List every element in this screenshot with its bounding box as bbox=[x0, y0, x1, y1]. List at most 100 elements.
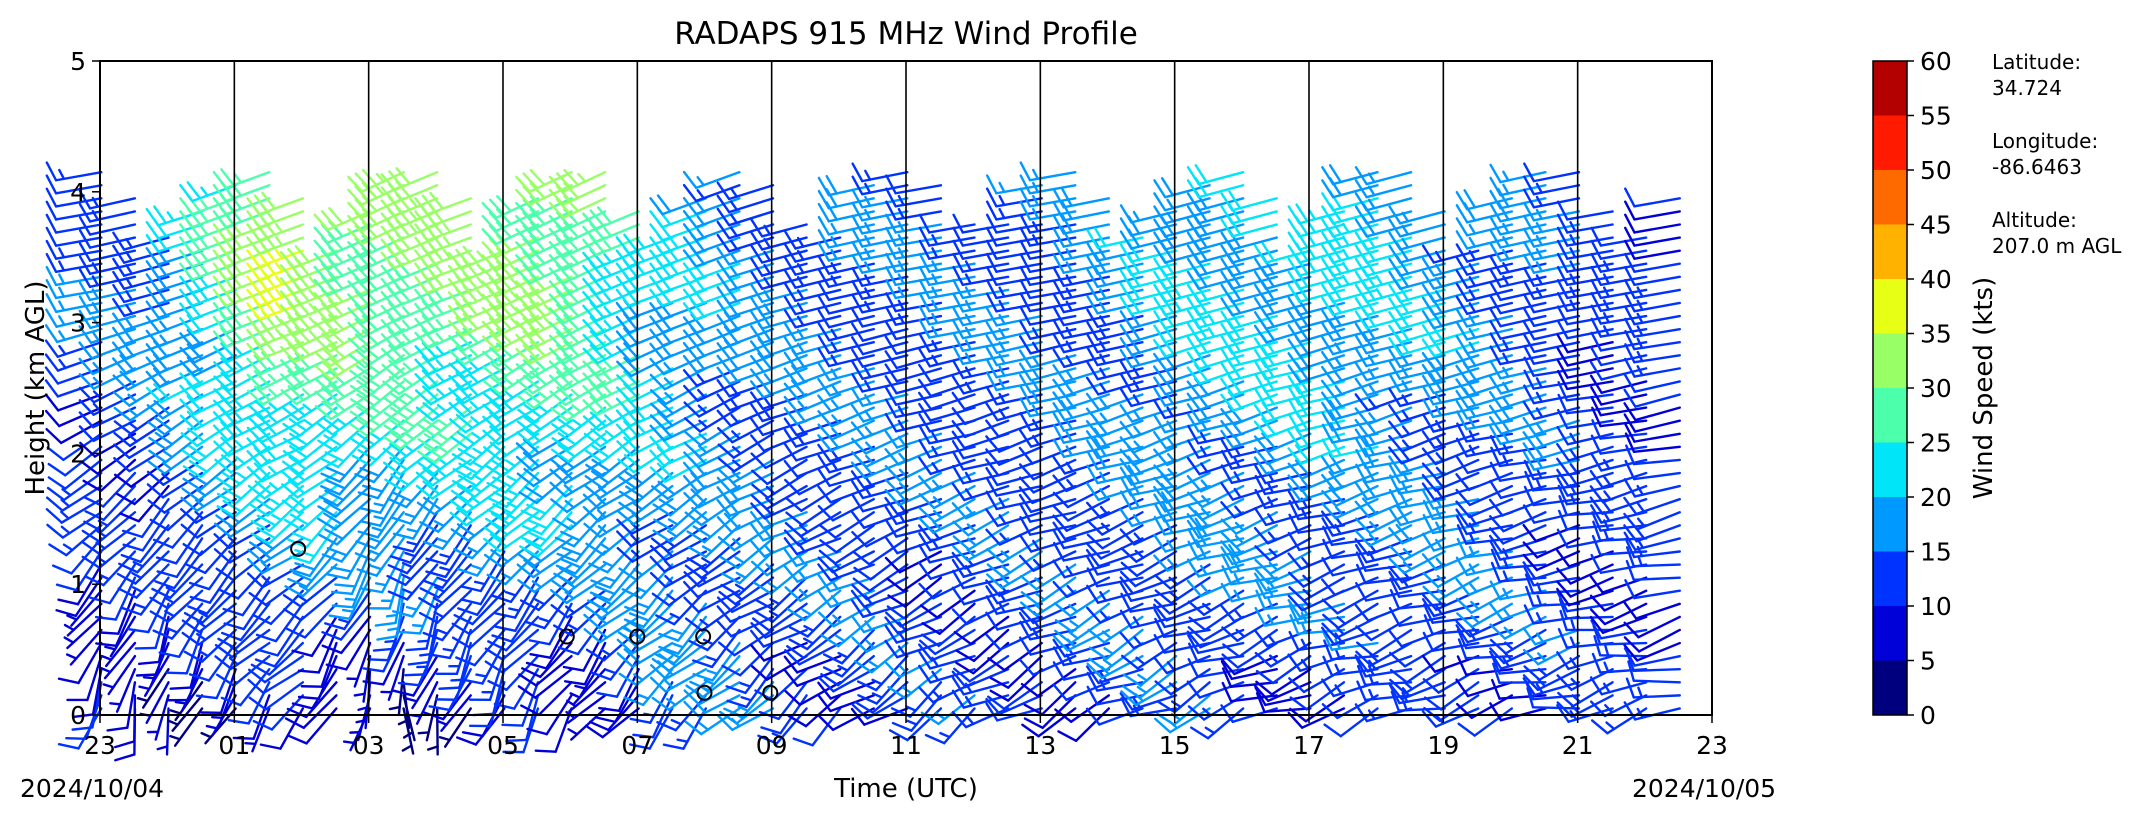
barb-shaft bbox=[134, 695, 135, 741]
barb-half bbox=[388, 628, 398, 630]
barb-half bbox=[798, 555, 804, 563]
barb-half bbox=[235, 319, 241, 327]
barb-shaft bbox=[1371, 617, 1411, 640]
barb-full bbox=[496, 627, 515, 631]
barb-half bbox=[505, 379, 513, 385]
barb-half bbox=[439, 447, 447, 453]
barb-half bbox=[672, 240, 678, 248]
barb-half bbox=[271, 500, 279, 505]
barb-full bbox=[1162, 178, 1173, 195]
barb-full bbox=[323, 646, 342, 653]
barb-half bbox=[605, 307, 611, 315]
barb-half bbox=[933, 463, 939, 471]
barb-half bbox=[1235, 426, 1241, 434]
barb-half bbox=[605, 268, 611, 276]
barb-half bbox=[473, 449, 482, 454]
barb-half bbox=[437, 721, 446, 725]
barb-full bbox=[291, 557, 310, 563]
barb-half bbox=[418, 641, 428, 642]
barb-full bbox=[693, 660, 712, 666]
barb-half bbox=[731, 254, 737, 262]
barb-half bbox=[1101, 414, 1107, 422]
barb-half bbox=[201, 292, 207, 300]
barb-full bbox=[1458, 657, 1466, 675]
barb-full bbox=[530, 640, 550, 644]
barb-full bbox=[664, 745, 684, 749]
chart-title: RADAPS 915 MHz Wind Profile bbox=[674, 16, 1138, 52]
barb-half bbox=[899, 454, 905, 462]
barb-half bbox=[731, 361, 737, 369]
barb-half bbox=[144, 677, 154, 678]
barb-half bbox=[1369, 436, 1374, 444]
barb-full bbox=[463, 732, 483, 736]
barb-full bbox=[463, 680, 483, 684]
barb-half bbox=[1134, 344, 1139, 352]
barb-half bbox=[403, 746, 412, 751]
barb-half bbox=[129, 410, 137, 416]
barb-full bbox=[718, 395, 730, 411]
barb-half bbox=[708, 671, 717, 674]
barb-half bbox=[1310, 237, 1315, 245]
barb-half bbox=[1436, 437, 1442, 445]
barb-full bbox=[1188, 581, 1201, 596]
barb-half bbox=[1168, 384, 1174, 392]
barb-half bbox=[160, 322, 166, 330]
barb-half bbox=[276, 224, 282, 232]
barb-half bbox=[799, 571, 805, 579]
barb-half bbox=[903, 688, 911, 694]
barb-shaft bbox=[974, 630, 1008, 661]
barb-half bbox=[413, 625, 423, 626]
barb-half bbox=[769, 583, 777, 588]
barb-half bbox=[605, 241, 611, 249]
barb-full bbox=[229, 720, 249, 723]
barb-shaft bbox=[535, 669, 571, 697]
barb-half bbox=[865, 411, 871, 419]
barb-full bbox=[332, 567, 352, 571]
barb-half bbox=[698, 375, 704, 383]
barb-full bbox=[293, 533, 311, 541]
barb-half bbox=[169, 721, 178, 725]
barb-shaft bbox=[539, 682, 572, 715]
barb-half bbox=[1377, 276, 1382, 284]
barb-full bbox=[684, 185, 696, 201]
barb-half bbox=[571, 269, 578, 276]
barb-full bbox=[98, 632, 118, 633]
barb-half bbox=[664, 349, 670, 357]
barb-half bbox=[1343, 250, 1348, 258]
barb-full bbox=[115, 741, 134, 747]
barb-half bbox=[698, 190, 704, 198]
barb-shaft bbox=[526, 695, 538, 740]
barb-full bbox=[440, 688, 460, 689]
barb-half bbox=[63, 489, 71, 495]
barb-full bbox=[335, 585, 355, 587]
barb-half bbox=[201, 240, 207, 248]
barb-half bbox=[967, 716, 974, 723]
barb-half bbox=[573, 420, 581, 426]
barb-full bbox=[719, 458, 734, 471]
barb-half bbox=[668, 531, 676, 536]
barb-half bbox=[640, 604, 649, 607]
barb-half bbox=[437, 347, 444, 354]
barb-full bbox=[363, 589, 383, 593]
barb-full bbox=[688, 558, 705, 568]
barb-half bbox=[1206, 728, 1214, 733]
barb-half bbox=[605, 254, 611, 262]
barb-half bbox=[235, 333, 241, 341]
barb-half bbox=[605, 374, 612, 381]
barb-half bbox=[59, 331, 65, 339]
barb-half bbox=[403, 307, 410, 315]
barb-half bbox=[638, 412, 645, 420]
barb-full bbox=[563, 548, 582, 555]
barb-full bbox=[151, 520, 168, 530]
barb-half bbox=[158, 746, 168, 749]
barb-half bbox=[403, 335, 410, 342]
barb-half bbox=[672, 720, 681, 724]
barb-full bbox=[1221, 705, 1232, 721]
barb-half bbox=[505, 391, 513, 397]
barb-shaft bbox=[305, 604, 336, 638]
barb-half bbox=[605, 294, 611, 302]
barb-half bbox=[966, 489, 972, 497]
barb-half bbox=[438, 578, 447, 581]
barb-half bbox=[440, 568, 450, 571]
barb-half bbox=[1070, 632, 1078, 638]
